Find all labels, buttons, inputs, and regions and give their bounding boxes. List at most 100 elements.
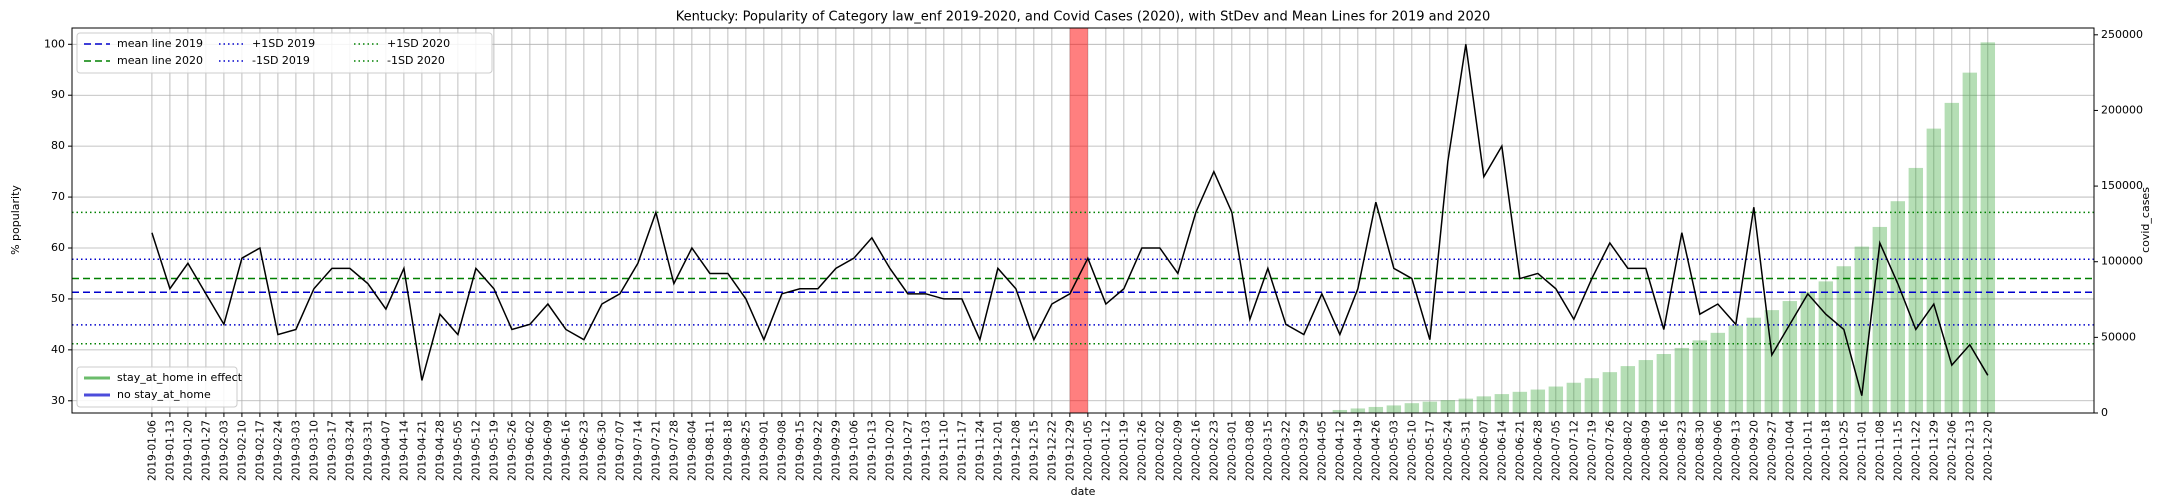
- x-tick-label: 2020-02-02: [1154, 420, 1166, 481]
- bar: [1620, 366, 1636, 413]
- bar: [1566, 382, 1582, 413]
- x-tick-label: 2019-03-03: [290, 420, 302, 481]
- legend: mean line 2019 mean line 2020 +1SD 2019 -1S…: [76, 32, 493, 74]
- x-tick-label: 2020-07-05: [1550, 420, 1562, 481]
- x-tick-label: 2019-01-20: [182, 420, 194, 481]
- x-tick-label: 2019-05-12: [470, 420, 482, 481]
- x-tick-label: 2019-02-24: [272, 420, 284, 481]
- y-tick-label: 50: [51, 292, 65, 305]
- bar: [1332, 409, 1348, 413]
- x-tick-label: 2019-11-03: [920, 420, 932, 481]
- x-tick-label: 2020-09-27: [1766, 420, 1778, 481]
- x-tick-label: 2020-10-11: [1802, 420, 1814, 481]
- bar: [1926, 128, 1942, 413]
- highlight-span: [1069, 28, 1088, 413]
- x-tick-label: 2020-03-15: [1262, 420, 1274, 481]
- legend-label: mean line 2019: [117, 37, 203, 50]
- bar: [1638, 360, 1654, 413]
- x-tick-label: 2019-03-17: [326, 420, 338, 481]
- bar: [1422, 401, 1438, 413]
- x-tick-label: 2019-03-31: [362, 420, 374, 481]
- x-tick-label: 2020-12-13: [1964, 420, 1976, 481]
- x-axis-label: date: [1071, 485, 1096, 498]
- x-tick-label: 2019-10-06: [848, 420, 860, 481]
- x-tick-label: 2020-11-22: [1910, 420, 1922, 481]
- x-tick-label: 2020-05-10: [1406, 420, 1418, 481]
- bar: [1746, 317, 1762, 413]
- x-tick-label: 2019-07-14: [632, 420, 644, 481]
- y-tick-label: 90: [51, 88, 65, 101]
- bar: [1512, 391, 1528, 413]
- x-tick-label: 2020-06-07: [1478, 420, 1490, 481]
- x-tick-label: 2020-08-23: [1676, 420, 1688, 481]
- x-tick-label: 2020-02-23: [1208, 420, 1220, 481]
- y2-tick-label: 50000: [2101, 330, 2136, 343]
- x-tick-label: 2020-10-04: [1784, 420, 1796, 481]
- x-tick-label: 2019-06-30: [596, 420, 608, 481]
- x-tick-label: 2019-06-16: [560, 420, 572, 481]
- x-tick-label: 2019-03-10: [308, 420, 320, 481]
- bar: [1350, 408, 1366, 413]
- bar: [1602, 372, 1618, 413]
- legend: stay_at_home in effect no stay_at_home: [76, 366, 243, 408]
- x-tick-label: 2019-03-24: [344, 420, 356, 481]
- y-tick-label: 40: [51, 343, 65, 356]
- x-tick-label: 2020-02-09: [1172, 420, 1184, 481]
- x-tick-label: 2019-05-19: [488, 420, 500, 481]
- x-tick-label: 2019-07-28: [668, 420, 680, 481]
- line: [151, 44, 1989, 396]
- bar: [1890, 201, 1906, 413]
- bar: [1656, 354, 1672, 413]
- y-axis-label: % popularity: [9, 185, 22, 255]
- x-tick-label: 2020-08-09: [1640, 420, 1652, 481]
- x-tick-label: 2020-05-31: [1460, 420, 1472, 481]
- x-tick-label: 2019-10-20: [884, 420, 896, 481]
- legend-label: -1SD 2020: [387, 54, 445, 67]
- bar: [1908, 167, 1924, 413]
- x-tick-label: 2020-08-16: [1658, 420, 1670, 481]
- x-tick-label: 2019-07-21: [650, 420, 662, 481]
- bar: [1800, 291, 1816, 413]
- y2-tick-label: 250000: [2101, 28, 2143, 41]
- bar: [1458, 398, 1474, 413]
- y2-tick-label: 100000: [2101, 255, 2143, 268]
- x-tick-label: 2020-07-12: [1568, 420, 1580, 481]
- x-tick-label: 2019-04-14: [398, 420, 410, 481]
- x-tick-label: 2019-02-03: [218, 420, 230, 481]
- x-tick-label: 2020-07-19: [1586, 420, 1598, 481]
- x-tick-label: 2020-11-08: [1874, 420, 1886, 481]
- x-tick-label: 2019-10-13: [866, 420, 878, 481]
- x-tick-label: 2019-02-10: [236, 420, 248, 481]
- x-tick-label: 2020-01-26: [1136, 420, 1148, 481]
- x-tick-label: 2020-06-21: [1514, 420, 1526, 481]
- x-tick-label: 2019-08-18: [722, 420, 734, 481]
- x-tick-label: 2019-05-05: [452, 420, 464, 481]
- y-tick-label: 30: [51, 394, 65, 407]
- x-tick-label: 2020-03-29: [1298, 420, 1310, 481]
- bar: [1440, 400, 1456, 413]
- y2-axis-label: covid_cases: [2139, 187, 2152, 253]
- y-tick-label: 80: [51, 139, 65, 152]
- bar: [1530, 389, 1546, 413]
- legend-label: mean line 2020: [117, 54, 203, 67]
- x-tick-label: 2020-01-12: [1100, 420, 1112, 481]
- y2-tick-label: 200000: [2101, 103, 2143, 116]
- x-tick-label: 2019-11-24: [974, 420, 986, 481]
- x-tick-label: 2020-03-22: [1280, 420, 1292, 481]
- x-tick-label: 2019-08-25: [740, 420, 752, 481]
- legend-label: +1SD 2019: [252, 37, 315, 50]
- x-tick-label: 2020-12-20: [1982, 420, 1994, 481]
- x-tick-label: 2019-09-08: [776, 420, 788, 481]
- bar: [1980, 42, 1996, 414]
- x-tick-label: 2019-06-23: [578, 420, 590, 481]
- x-tick-label: 2020-01-05: [1082, 420, 1094, 481]
- bar: [1674, 347, 1690, 413]
- x-tick-label: 2019-08-04: [686, 420, 698, 481]
- x-tick-label: 2020-06-14: [1496, 420, 1508, 481]
- x-tick-label: 2019-12-08: [1010, 420, 1022, 481]
- x-tick-label: 2019-04-28: [434, 420, 446, 481]
- x-tick-label: 2019-09-15: [794, 420, 806, 481]
- chart-title: Kentucky: Popularity of Category law_enf…: [676, 10, 1491, 25]
- x-tick-label: 2019-01-06: [146, 420, 158, 481]
